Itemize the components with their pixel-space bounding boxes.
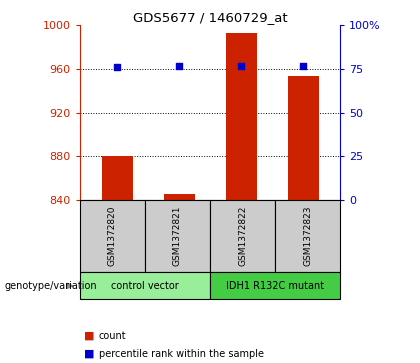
Text: GSM1372820: GSM1372820 [108, 206, 117, 266]
Point [176, 63, 182, 69]
Bar [288, 76, 318, 200]
Bar [102, 156, 132, 200]
Text: IDH1 R132C mutant: IDH1 R132C mutant [226, 281, 324, 291]
Text: genotype/variation: genotype/variation [4, 281, 97, 291]
Text: count: count [99, 331, 126, 341]
Text: GDS5677 / 1460729_at: GDS5677 / 1460729_at [133, 11, 287, 24]
Text: ■: ■ [84, 331, 94, 341]
Text: percentile rank within the sample: percentile rank within the sample [99, 349, 264, 359]
Bar [226, 33, 257, 200]
Point [299, 63, 306, 69]
Text: GSM1372822: GSM1372822 [238, 206, 247, 266]
Point [238, 63, 244, 69]
Text: control vector: control vector [111, 281, 179, 291]
Bar [163, 194, 194, 200]
Text: GSM1372823: GSM1372823 [303, 206, 312, 266]
Text: ■: ■ [84, 349, 94, 359]
Point [114, 64, 121, 70]
Text: GSM1372821: GSM1372821 [173, 206, 182, 266]
